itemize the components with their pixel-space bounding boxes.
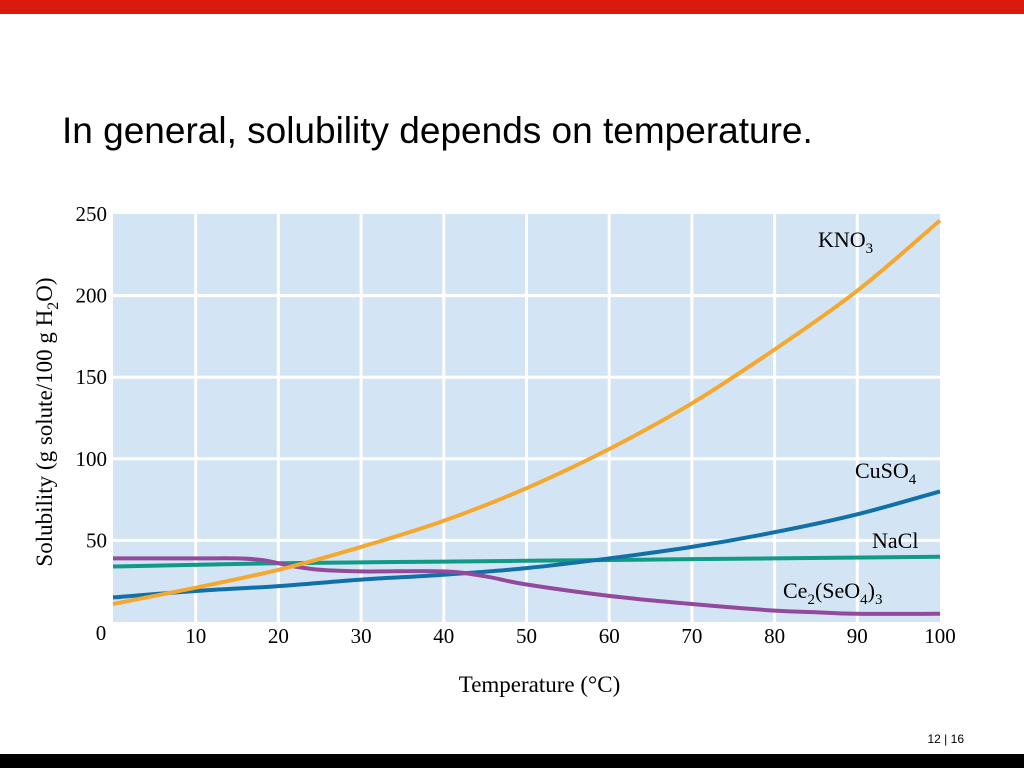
slide-title: In general, solubility depends on temper… xyxy=(62,110,813,151)
x-tick-label: 100 xyxy=(924,624,956,648)
x-tick-label: 10 xyxy=(185,624,206,648)
page-number: 12 | 16 xyxy=(927,732,964,746)
series-label-nacl: NaCl xyxy=(872,528,918,553)
page-current: 12 xyxy=(927,732,941,746)
x-tick-label: 80 xyxy=(764,624,785,648)
x-axis-label: Temperature (°C) xyxy=(459,672,620,697)
series-line-cuso4 xyxy=(112,489,941,600)
x-tick-label: 90 xyxy=(847,624,868,648)
y-tick-label: 50 xyxy=(86,528,107,552)
series-labels: KNO3 CuSO4 NaCl Ce2(SeO4)3 xyxy=(783,227,918,608)
x-tick-label: 50 xyxy=(516,624,537,648)
origin-tick-label: 0 xyxy=(96,621,107,645)
gridlines xyxy=(113,214,940,622)
tick-labels: 10 20 30 40 50 60 70 80 90 100 50 100 150 200 250 0 xyxy=(76,202,956,648)
y-axis-label: Solubility (g solute/100 g H2O) xyxy=(32,277,62,566)
x-tick-label: 40 xyxy=(433,624,454,648)
bottom-bar xyxy=(0,754,1024,768)
series-lines xyxy=(112,218,942,616)
series-line-ce2seo43 xyxy=(113,556,941,616)
y-tick-label: 250 xyxy=(76,202,108,226)
series-line-kno3 xyxy=(112,218,942,606)
series-label-ce2seo43: Ce2(SeO4)3 xyxy=(783,578,883,608)
x-tick-label: 30 xyxy=(351,624,372,648)
top-accent-bar xyxy=(0,0,1024,14)
y-tick-label: 150 xyxy=(76,365,108,389)
y-axis-label-part-b: O) xyxy=(32,277,57,301)
y-tick-label: 200 xyxy=(76,284,108,308)
series-label-cuso4: CuSO4 xyxy=(855,458,917,488)
page-separator: | xyxy=(944,732,948,746)
page-total: 16 xyxy=(950,732,964,746)
x-tick-label: 20 xyxy=(268,624,289,648)
y-axis-label-part-a: Solubility (g solute/100 g H xyxy=(32,310,57,567)
x-tick-label: 70 xyxy=(681,624,702,648)
y-axis-label-subscript: 2 xyxy=(45,302,62,310)
x-tick-label: 60 xyxy=(599,624,620,648)
series-label-kno3: KNO3 xyxy=(818,227,873,257)
series-line-nacl xyxy=(112,554,941,569)
y-tick-label: 100 xyxy=(76,447,108,471)
